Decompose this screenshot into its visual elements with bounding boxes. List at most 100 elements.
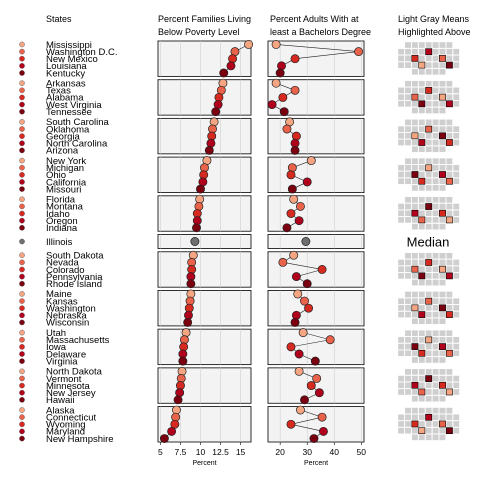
map-cell: [418, 420, 426, 428]
map-cell: [418, 407, 426, 414]
legend-dot-washington: [19, 305, 25, 311]
map-cell: [418, 265, 426, 273]
map-cell: [446, 304, 453, 312]
micromaps: Median: [397, 41, 460, 441]
dot-poverty-new-hampshire: [159, 434, 169, 443]
map-cell: [439, 336, 446, 344]
map-cell: [418, 93, 426, 101]
legend-dot-new-york: [19, 157, 25, 164]
map-highlight-montana: [418, 216, 426, 224]
map-cell: [439, 61, 446, 69]
map-highlight-mississippi: [418, 61, 426, 69]
micromap-group-1: [397, 41, 460, 76]
map-highlight-iowa: [418, 349, 426, 357]
state-label-alabama: Alabama: [46, 93, 84, 104]
map-highlight-wisconsin: [439, 304, 446, 312]
map-cell: [432, 184, 439, 192]
panel-1-group-7-bg: [157, 251, 252, 288]
map-cell: [446, 420, 453, 428]
map-cell: [404, 297, 412, 305]
dot-bachelors-ohio: [286, 170, 296, 180]
legend-dot-new-jersey: [19, 389, 25, 396]
map-cell: [432, 382, 439, 389]
map-cell: [418, 252, 426, 260]
map-cell: [446, 80, 453, 87]
map-highlight-florida: [445, 216, 453, 224]
state-label-maine: Maine: [46, 289, 72, 300]
state-label-wyoming: Wyoming: [46, 420, 86, 431]
map-cell: [432, 87, 439, 94]
dot-panels: 5 7.5 10 12.5 15 Percent 20 30 40 50 Percent: [157, 40, 366, 467]
map-cell: [432, 336, 439, 344]
dot-bachelors-connecticut: [317, 412, 327, 422]
map-cell: [411, 196, 419, 204]
map-cell: [425, 291, 433, 298]
panel-2-group-6-bg: [267, 234, 365, 249]
state-label-new-jersey: New Jersey: [46, 388, 96, 399]
map-cell: [425, 420, 433, 428]
map-cell: [404, 388, 412, 396]
state-label-tennessee: Tennessee: [46, 107, 92, 118]
map-cell: [418, 41, 426, 49]
map-cell: [425, 93, 433, 101]
map-cell: [418, 291, 426, 298]
map-cell: [439, 356, 446, 364]
map-cell: [404, 414, 412, 421]
map-cell: [411, 356, 419, 364]
map-cell: [425, 171, 433, 178]
dot-bachelors-georgia: [291, 131, 301, 141]
map-cell: [446, 368, 453, 376]
legend-dot-vermont: [19, 375, 25, 382]
dot-bachelors-idaho: [286, 209, 296, 218]
map-highlight-hawaii: [425, 375, 433, 382]
legend-dot-hawaii: [19, 397, 25, 403]
dot-poverty-missouri: [196, 184, 205, 194]
map-highlight-oregon: [411, 209, 419, 217]
dot-bachelors-louisiana: [277, 61, 286, 71]
panel-2-group-5-bg: [267, 195, 365, 232]
legend-dot-montana: [19, 203, 25, 210]
map-cell: [439, 157, 446, 165]
dot-poverty-wisconsin: [183, 317, 193, 327]
map-cell: [432, 145, 439, 153]
map-cell: [404, 80, 412, 87]
x-axis-label: Percent: [192, 460, 216, 467]
map-cell: [432, 265, 439, 273]
map-cell: [404, 304, 412, 312]
dot-poverty-illinois: [190, 237, 200, 246]
map-highlight-virginia: [411, 343, 419, 350]
map-cell: [397, 100, 405, 108]
map-cell: [425, 80, 433, 87]
map-cell: [411, 311, 419, 318]
map-cell: [439, 41, 446, 49]
map-cell: [397, 414, 405, 421]
legend-dot-alaska: [19, 407, 25, 413]
map-cell: [397, 259, 405, 266]
panel-2-group-1-bg: [267, 40, 365, 77]
map-cell: [397, 343, 405, 350]
map-cell: [425, 356, 433, 364]
state-label-rhode-island: Rhode Island: [46, 279, 102, 290]
map-cell: [452, 100, 460, 108]
map-cell: [418, 203, 426, 210]
micromap-group-10: [397, 368, 460, 402]
maps-header-line-1: Light Gray Means: [398, 14, 470, 24]
map-cell: [418, 55, 426, 62]
dot-bachelors-nevada: [278, 257, 288, 267]
legend-dot-louisiana: [19, 63, 25, 69]
state-label-massachusetts: Massachusetts: [46, 335, 110, 346]
dot-bachelors-new-york: [306, 156, 316, 166]
map-cell: [411, 272, 419, 280]
state-label-montana: Montana: [46, 202, 84, 213]
map-highlight-north-dakota: [445, 388, 453, 396]
map-cell: [418, 414, 426, 421]
map-cell: [432, 434, 439, 441]
map-cell: [411, 434, 419, 441]
map-cell: [439, 368, 446, 376]
map-cell: [404, 139, 412, 146]
map-cell: [425, 343, 433, 350]
dot-bachelors-delaware: [294, 349, 304, 359]
dot-bachelors-west-virginia: [267, 100, 277, 109]
state-label-iowa: Iowa: [46, 342, 67, 353]
map-cell: [439, 329, 446, 337]
